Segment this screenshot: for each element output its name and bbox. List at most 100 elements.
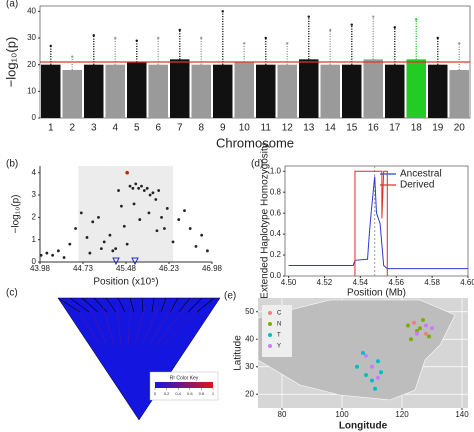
color-key-tick-label: 1	[212, 391, 215, 396]
snp-point	[145, 186, 149, 190]
snp-point	[157, 189, 161, 192]
y-tick-label: 0.6	[270, 208, 282, 217]
chromosome-bulk	[41, 64, 61, 118]
sample-point	[364, 373, 368, 377]
snp-point	[85, 236, 89, 239]
snp-point	[160, 215, 163, 219]
panel-label: (b)	[6, 159, 18, 170]
ld-fringe	[151, 297, 155, 313]
ld-texture	[148, 305, 174, 346]
snp-point	[142, 189, 146, 192]
x-tick-label: 19	[432, 123, 444, 134]
snp-point	[79, 211, 83, 215]
chromosome-bulk	[127, 62, 147, 118]
sample-point	[373, 386, 377, 391]
ld-fringe	[160, 297, 167, 313]
shaded-region	[78, 166, 174, 262]
legend-box	[262, 305, 292, 357]
x-tick-label: 13	[303, 123, 315, 134]
ld-texture	[155, 305, 188, 346]
ld-texture	[134, 305, 146, 346]
legend-label: Derived	[400, 180, 434, 191]
color-key-bar	[155, 382, 213, 388]
legend-label: N	[277, 322, 281, 328]
snp-point	[194, 244, 198, 248]
snp-point	[74, 227, 77, 230]
x-tick-label: 3	[91, 123, 97, 134]
chromosome-bulk	[234, 62, 254, 118]
chromosome-bulk	[191, 64, 211, 118]
snp-point	[117, 189, 120, 192]
x-tick-label: 4.60	[460, 278, 474, 287]
chromosome-peak	[329, 28, 332, 32]
y-axis-title: Extended Haplotype Homozygosity	[260, 143, 271, 299]
color-key-title: R² Color Key	[170, 375, 199, 381]
y-tick-label: 0.4	[270, 229, 282, 238]
ld-fringe	[69, 297, 90, 313]
ld-texture	[74, 305, 101, 346]
snp-point	[39, 253, 43, 257]
panel-label: (e)	[224, 291, 236, 302]
chromosome-peak	[178, 28, 181, 32]
chromosome-bulk	[428, 64, 448, 118]
y-tick-label: 0.2	[270, 250, 282, 259]
snp-point	[177, 218, 181, 221]
y-axis-title: −log₁₀(p)	[3, 37, 18, 88]
chromosome-bulk	[385, 64, 405, 118]
x-tick-label: 8	[198, 123, 204, 134]
x-tick-label: 5	[134, 123, 140, 134]
x-axis-title: Chromosome	[216, 135, 294, 150]
sample-point	[406, 323, 410, 328]
sample-point	[421, 318, 425, 322]
snp-point	[125, 242, 129, 246]
snp-point	[206, 249, 209, 253]
snp-point	[68, 242, 72, 246]
chromosome-peak	[286, 42, 289, 45]
chromosome-bulk	[170, 59, 190, 118]
chromosome-bulk	[277, 64, 297, 118]
legend-swatch	[268, 322, 272, 326]
snp-point	[147, 211, 151, 215]
x-tick-label: 100	[335, 410, 349, 419]
x-tick-label: 120	[395, 410, 409, 419]
x-tick-label: 4.58	[424, 278, 440, 287]
panel-label: (c)	[6, 288, 18, 299]
y-tick-label: 1.0	[270, 166, 282, 175]
ld-triangle	[57, 297, 221, 421]
chromosome-peak	[114, 36, 117, 40]
x-tick-label: 9	[220, 123, 226, 134]
sample-point	[376, 375, 380, 380]
y-tick-label: 0	[32, 257, 37, 266]
x-tick-label: 4.52	[317, 278, 333, 287]
x-tick-label: 20	[454, 123, 466, 134]
snp-point	[56, 249, 60, 253]
chromosome-bulk	[105, 64, 125, 118]
ld-texture	[116, 305, 122, 346]
ld-fringe	[169, 297, 179, 313]
chromosome-bulk	[342, 64, 362, 118]
chromosome-bulk	[148, 64, 168, 118]
ld-fringe	[178, 297, 191, 313]
x-axis-title: Longitude	[339, 421, 388, 432]
legend-swatch	[268, 344, 272, 348]
x-tick-label: 4.56	[388, 278, 404, 287]
snp-point	[134, 182, 138, 186]
ld-texture	[127, 305, 132, 346]
ld-fringe	[57, 297, 81, 313]
chromosome-bulk	[449, 70, 469, 118]
legend-label: T	[277, 333, 281, 339]
chromosome-peak	[372, 15, 375, 18]
snp-point	[131, 186, 135, 190]
color-key-tick-label: 0.4	[175, 391, 181, 396]
chromosome-peak	[436, 36, 439, 40]
x-tick-label: 12	[282, 123, 294, 134]
x-tick-label: 4	[112, 123, 118, 134]
chromosome-peak	[49, 44, 52, 48]
y-tick-label: 3	[32, 190, 37, 199]
land	[257, 299, 456, 401]
snp-point	[91, 220, 95, 224]
x-tick-label: 17	[389, 123, 401, 134]
y-tick-label: 20	[27, 60, 36, 69]
y-tick-label: 30	[245, 362, 254, 371]
